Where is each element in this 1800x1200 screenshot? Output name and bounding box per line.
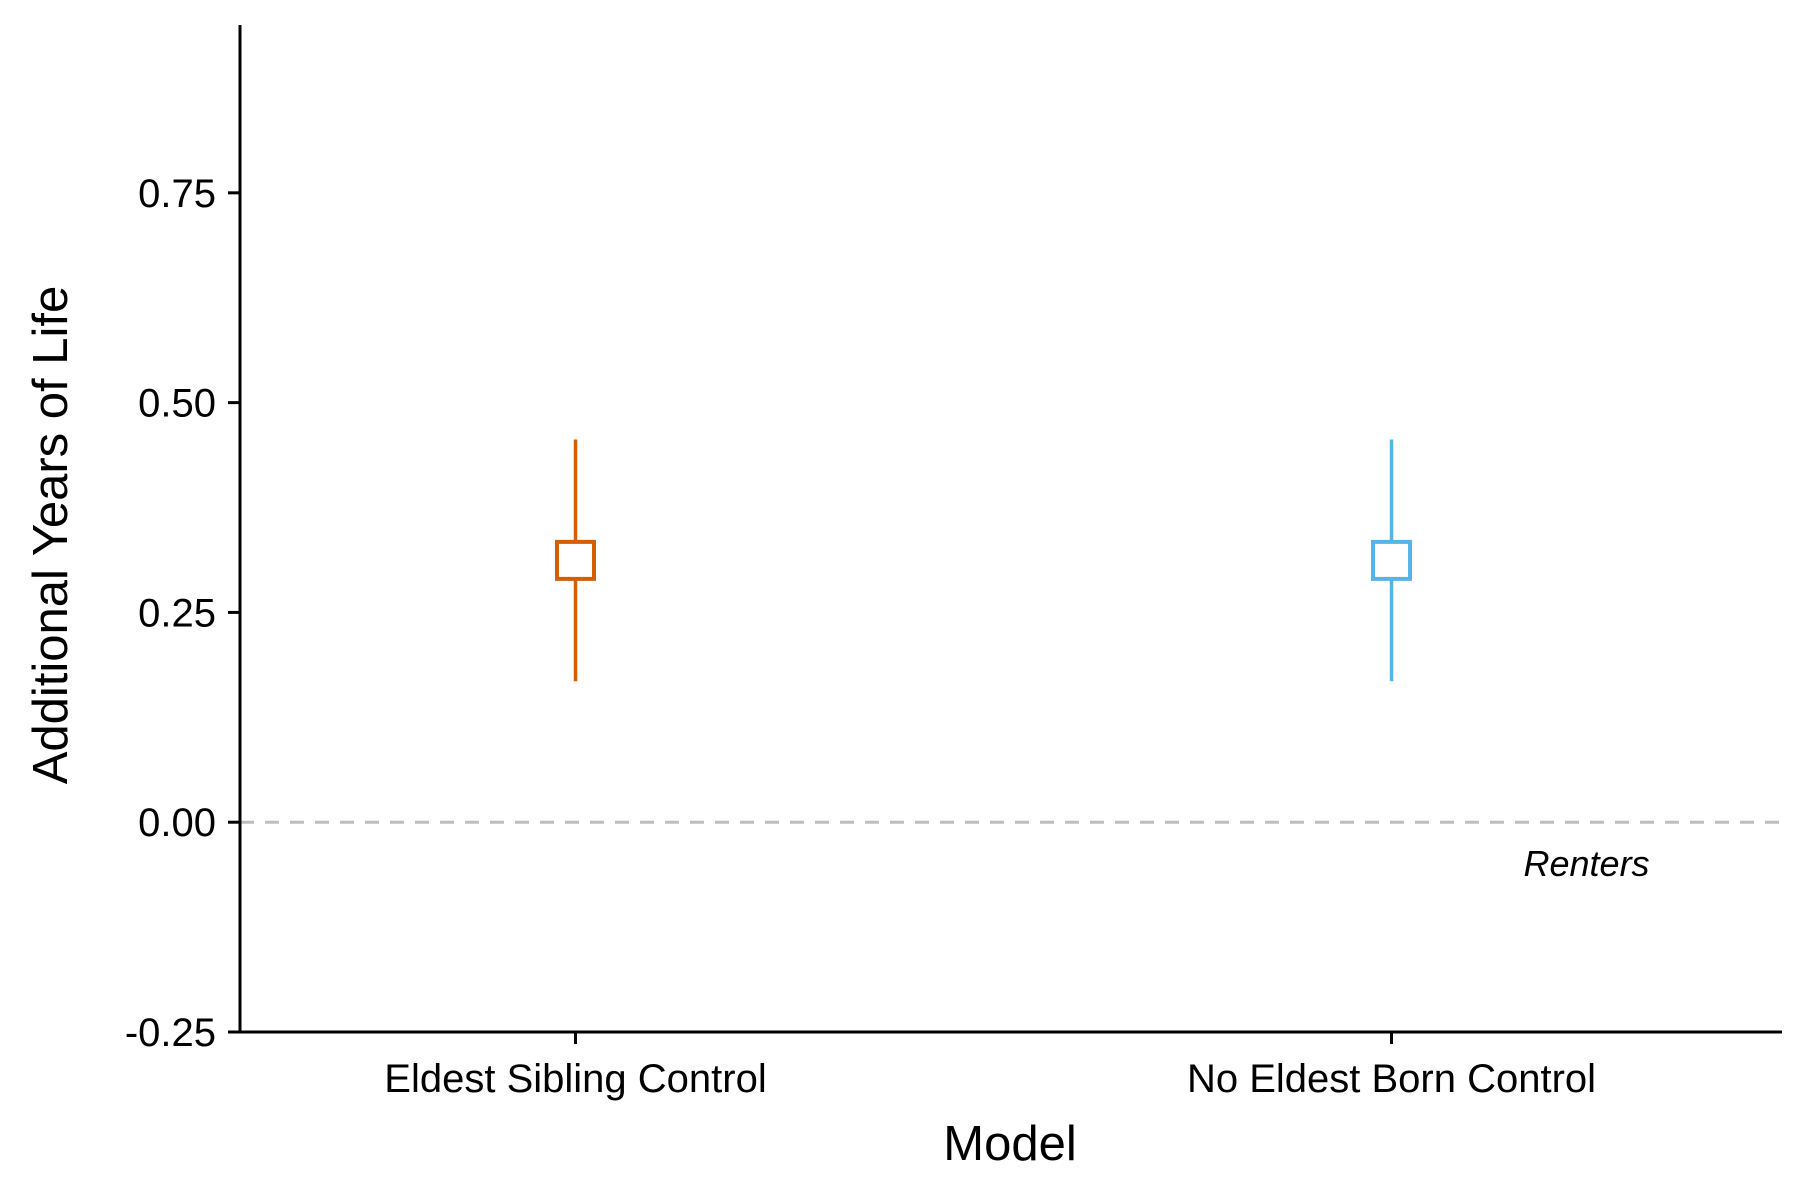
axes-layer — [228, 25, 1782, 1044]
y-tick-label-1: -0.25 — [125, 1011, 216, 1055]
y-tick-label-4: 0.50 — [138, 382, 216, 426]
x-tick-label-2: No Eldest Born Control — [1187, 1057, 1596, 1101]
x-axis-title: Model — [943, 1117, 1076, 1171]
renters-annotation: Renters — [1524, 843, 1650, 884]
point-estimate-1 — [555, 539, 596, 581]
marks-layer — [555, 439, 1412, 682]
y-tick-label-3: 0.25 — [138, 591, 216, 635]
y-tick-label-2: 0.00 — [138, 801, 216, 845]
labels-layer: -0.25 0.00 0.25 0.50 0.75 Eldest Sibling Cont… — [125, 172, 1596, 1101]
x-tick-label-1: Eldest Sibling Control — [384, 1057, 766, 1101]
y-tick-label-5: 0.75 — [138, 172, 216, 216]
y-axis-title: Additional Years of Life — [24, 286, 78, 785]
point-estimate-2 — [1371, 539, 1412, 581]
